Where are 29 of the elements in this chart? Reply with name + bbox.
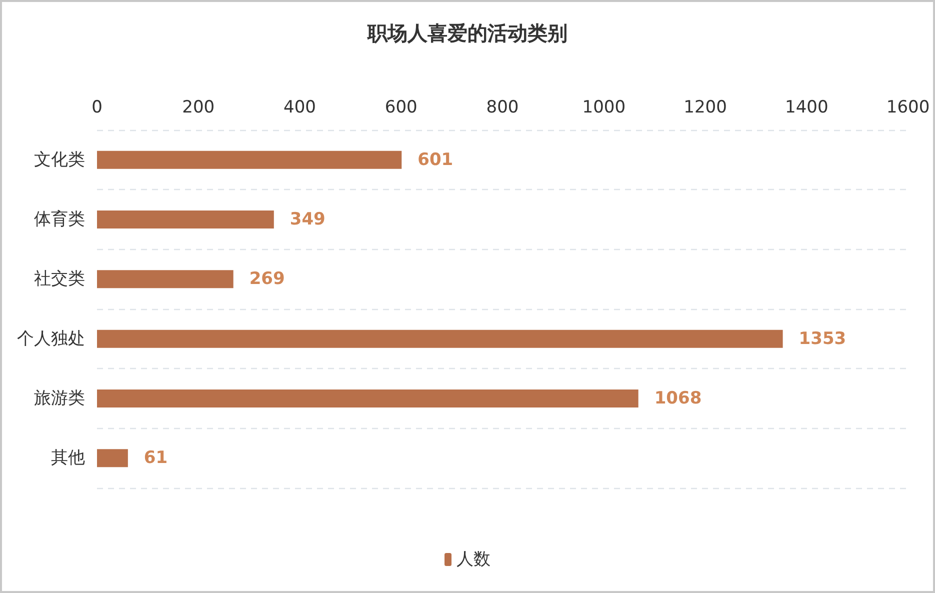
bar	[97, 270, 234, 288]
data-label: 1068	[654, 388, 702, 408]
x-tick-label: 1600	[886, 98, 930, 118]
x-tick-label: 1200	[684, 98, 727, 118]
data-label: 61	[144, 448, 168, 468]
y-tick-label: 个人独处	[17, 328, 85, 349]
bar	[97, 449, 128, 468]
bar	[97, 150, 402, 169]
legend-label: 人数	[456, 550, 490, 570]
x-tick-label: 600	[384, 98, 418, 118]
x-tick-label: 0	[92, 98, 102, 118]
data-label: 601	[418, 150, 454, 170]
y-tick-label: 旅游类	[34, 388, 85, 408]
data-label: 1353	[798, 328, 846, 349]
bar	[97, 330, 783, 348]
x-tick-label: 1400	[784, 98, 828, 118]
data-label: 269	[249, 269, 285, 290]
x-tick-label: 400	[284, 98, 316, 118]
chart-title: 职场人喜爱的活动类别	[366, 21, 568, 45]
y-tick-label: 其他	[51, 448, 85, 468]
y-tick-label: 社交类	[34, 269, 85, 290]
x-tick-label: 200	[182, 98, 215, 118]
y-tick-label: 体育类	[34, 210, 85, 230]
bar	[97, 210, 274, 228]
x-tick-label: 800	[486, 98, 519, 118]
y-tick-label: 文化类	[34, 150, 85, 170]
x-tick-label: 1000	[582, 98, 626, 118]
bar	[97, 390, 638, 408]
data-label: 349	[290, 210, 326, 230]
